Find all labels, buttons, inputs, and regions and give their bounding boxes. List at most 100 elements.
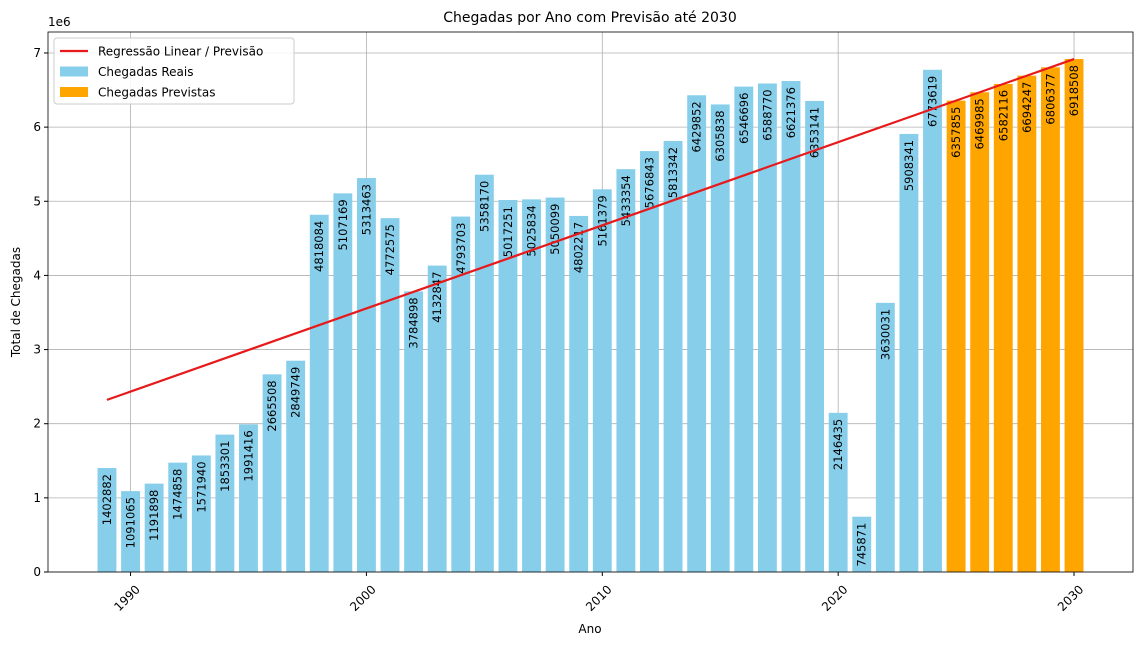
bar-value-label: 1853301: [218, 441, 232, 492]
bar-value-label: 5908341: [902, 140, 916, 191]
legend-box: [53, 37, 295, 105]
bar: [239, 424, 258, 572]
y-tick-label: 0: [33, 565, 41, 579]
bar-value-label: 4772575: [383, 224, 397, 275]
bar: [970, 92, 990, 572]
bar: [168, 462, 188, 572]
bar-value-label: 6546696: [737, 93, 751, 144]
bar: [569, 215, 589, 572]
bar-value-label: 6588770: [760, 89, 774, 140]
bar: [545, 197, 565, 572]
y-tick-label: 2: [33, 417, 41, 431]
bar-value-label: 1091065: [124, 497, 138, 548]
bar: [262, 374, 282, 572]
bar: [1017, 75, 1037, 572]
bar: [333, 193, 353, 572]
y-tick-label: 6: [33, 120, 41, 134]
bar: [805, 100, 825, 573]
bar: [875, 302, 895, 572]
bar-value-label: 5050099: [548, 204, 562, 255]
bar-value-label: 4802217: [572, 222, 586, 273]
bar: [309, 214, 329, 573]
bar: [144, 483, 164, 572]
bar: [215, 434, 235, 572]
legend-swatch: [60, 66, 88, 77]
bar-value-label: 5025834: [525, 205, 539, 256]
bar: [451, 216, 471, 573]
bar: [404, 291, 424, 572]
bar-value-label: 3630031: [878, 309, 892, 360]
bar-value-label: 6305838: [713, 110, 727, 161]
y-tick-label: 7: [33, 46, 41, 60]
bar-value-label: 5676843: [642, 157, 656, 208]
bar-value-label: 6621376: [784, 87, 798, 138]
legend-swatch: [60, 87, 88, 97]
bar: [663, 140, 683, 572]
bar: [121, 491, 140, 572]
bar-value-label: 1402882: [100, 474, 114, 525]
y-tick-label: 4: [33, 268, 41, 282]
bar: [923, 69, 942, 572]
bar-value-label: 745871: [855, 523, 869, 567]
bar: [616, 169, 636, 572]
bar-value-label: 5358170: [477, 181, 491, 232]
bar-value-label: 6582116: [996, 90, 1010, 141]
bar-value-label: 6806377: [1043, 73, 1057, 124]
bar-value-label: 6918508: [1067, 65, 1081, 116]
bar-value-label: 5017251: [501, 206, 515, 257]
bar-value-label: 1991416: [241, 430, 255, 481]
bar-value-label: 2665508: [265, 380, 279, 431]
bar: [946, 100, 966, 572]
bar-value-label: 6694247: [1020, 82, 1034, 133]
bar-value-label: 6353141: [808, 107, 822, 158]
bar: [993, 83, 1013, 573]
bar-value-label: 4818084: [312, 221, 326, 272]
bar: [474, 174, 494, 572]
bar-value-label: 2146435: [831, 419, 845, 470]
bar: [191, 455, 211, 572]
y-tick-label: 5: [33, 194, 41, 208]
legend-label: Chegadas Reais: [98, 65, 194, 79]
bar-value-label: 1571940: [194, 461, 208, 512]
bar-value-label: 4132847: [430, 272, 444, 323]
bar-value-label: 5107169: [336, 199, 350, 250]
x-axis-label: Ano: [578, 622, 601, 636]
bar: [828, 412, 848, 572]
bar: [852, 516, 872, 572]
bar: [380, 218, 400, 572]
regression-line: [106, 57, 1075, 401]
bar: [710, 104, 730, 573]
bar-value-label: 3784898: [407, 297, 421, 348]
bar: [286, 360, 306, 572]
bar-value-label: 6773619: [926, 76, 940, 127]
y-tick-label: 1: [33, 491, 41, 505]
bar-value-label: 6357855: [949, 107, 963, 158]
bar: [498, 199, 518, 572]
bar-value-label: 5813342: [666, 147, 680, 198]
bar: [356, 178, 376, 572]
bar: [97, 467, 117, 572]
legend-label: Regressão Linear / Previsão: [98, 45, 263, 59]
bar-value-label: 5161379: [595, 195, 609, 246]
bar-value-label: 4793703: [454, 223, 468, 274]
bar: [1064, 59, 1084, 573]
y-axis-label: Total de Chegadas: [9, 247, 23, 358]
plot-frame: [47, 31, 1134, 573]
legend: Regressão Linear / Previsão Chegadas Reai…: [53, 37, 295, 105]
bar: [522, 199, 541, 572]
bar: [592, 189, 612, 572]
y-offset-label: 1e6: [48, 15, 71, 29]
bar: [1041, 67, 1060, 572]
bar: [734, 86, 754, 573]
chart-title: Chegadas por Ano com Previsão até 2030: [443, 10, 737, 26]
bar-value-label: 1191898: [147, 490, 161, 541]
y-tick-label: 3: [33, 343, 41, 357]
bar-value-label: 6469985: [973, 98, 987, 149]
bar-value-label: 5433354: [619, 175, 633, 226]
bar: [687, 95, 707, 572]
bar: [427, 265, 447, 572]
bar: [899, 133, 919, 572]
bar-value-label: 2849749: [289, 367, 303, 418]
bar: [781, 81, 801, 573]
